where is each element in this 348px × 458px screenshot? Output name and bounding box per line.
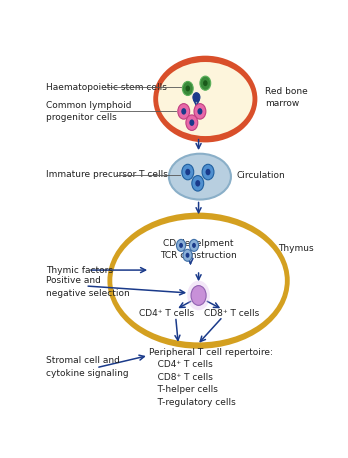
Circle shape [185,169,190,175]
Circle shape [189,120,194,126]
Text: Haematopoietic stem cells: Haematopoietic stem cells [46,83,167,92]
Circle shape [193,93,200,102]
Text: Red bone
marrow: Red bone marrow [264,87,307,108]
Ellipse shape [157,60,254,138]
Circle shape [185,253,189,258]
Text: Peripheral T cell repertoire:
   CD4⁺ T cells
   CD8⁺ T cells
   T-helper cells
: Peripheral T cell repertoire: CD4⁺ T cel… [149,348,272,407]
Circle shape [197,108,203,114]
Circle shape [206,169,211,175]
Ellipse shape [155,58,256,140]
Circle shape [181,108,186,114]
Ellipse shape [108,213,290,349]
Circle shape [200,76,211,90]
Circle shape [186,115,198,131]
Circle shape [195,180,200,186]
Ellipse shape [158,62,253,136]
Text: Stromal cell and
cytokine signaling: Stromal cell and cytokine signaling [46,356,129,378]
Ellipse shape [169,154,231,200]
Text: CD8⁺ T cells: CD8⁺ T cells [204,309,259,317]
Circle shape [203,80,208,86]
Circle shape [178,104,190,119]
Text: Common lymphoid
progenitor cells: Common lymphoid progenitor cells [46,101,132,122]
Ellipse shape [153,56,258,142]
Text: Immature precursor T cells: Immature precursor T cells [46,170,168,180]
Circle shape [189,240,199,251]
Circle shape [182,164,194,180]
Ellipse shape [111,217,286,344]
Text: Thymic factors: Thymic factors [46,266,113,275]
Circle shape [185,86,190,92]
Circle shape [194,104,206,119]
Text: Thymus: Thymus [278,245,314,253]
Circle shape [183,249,192,261]
Circle shape [187,281,210,310]
Circle shape [176,240,185,251]
Text: CD develpment
TCR construction: CD develpment TCR construction [160,239,237,260]
Circle shape [182,82,193,96]
Circle shape [202,164,214,180]
Text: Circulation: Circulation [236,171,285,180]
Circle shape [192,243,196,248]
Ellipse shape [109,215,288,347]
Circle shape [192,175,204,191]
Ellipse shape [112,219,285,343]
Circle shape [179,243,183,248]
Text: CD4⁺ T cells: CD4⁺ T cells [139,309,194,317]
Circle shape [191,286,206,305]
Text: Positive and
negative selection: Positive and negative selection [46,276,130,298]
